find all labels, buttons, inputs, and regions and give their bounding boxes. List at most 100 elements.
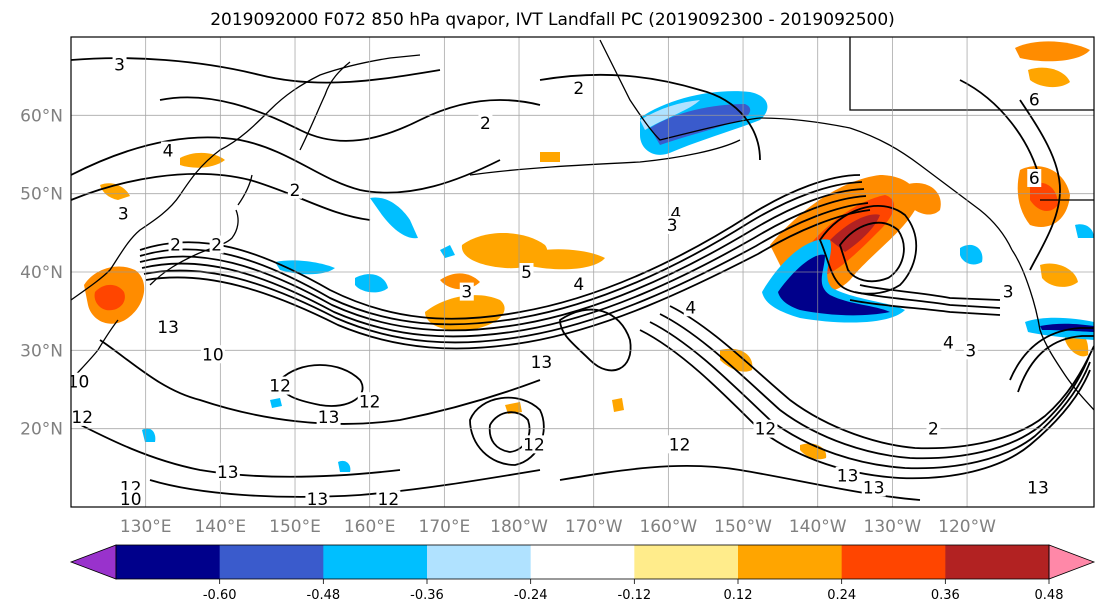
contour-label-bg-24 xyxy=(316,407,341,426)
contour-label-bg-3 xyxy=(116,204,131,223)
lon-tick-label-9: 140°W xyxy=(789,517,847,537)
contour-label-32: 12 xyxy=(523,435,545,455)
colorbar-swatch-5 xyxy=(530,545,635,579)
contour-label-35: 13 xyxy=(863,478,885,498)
contour-label-5: 2 xyxy=(211,236,222,256)
colorbar-tick-label-8: 0.48 xyxy=(1035,588,1064,601)
colorbar-swatch-4 xyxy=(427,545,532,579)
lon-tick-label-5: 180°W xyxy=(490,517,548,537)
contour-label-14: 3 xyxy=(1003,283,1014,303)
contour-label-bg-14 xyxy=(1001,282,1016,301)
contour-label-bg-10 xyxy=(571,274,586,293)
contour-label-36: 13 xyxy=(1027,478,1049,498)
colorbar-swatch-2 xyxy=(219,545,324,579)
contour-label-2: 2 xyxy=(290,181,301,201)
contour-label-bg-1 xyxy=(161,141,176,160)
contour-label-27: 13 xyxy=(307,490,329,510)
contour-label-4: 2 xyxy=(170,236,181,256)
lat-tick-label-4: 60°N xyxy=(20,106,63,126)
contour-label-bg-18 xyxy=(963,341,978,360)
gridlines xyxy=(71,37,1094,507)
colorbar-swatch-3 xyxy=(323,545,428,579)
contour-label-bg-0 xyxy=(112,55,127,74)
colorbar-tick-label-6: 0.24 xyxy=(827,588,856,601)
lon-tick-label-10: 130°W xyxy=(864,517,922,537)
contour-label-bg-20 xyxy=(156,317,181,336)
map-frame xyxy=(70,36,1095,508)
contour-label-20: 13 xyxy=(157,318,179,338)
lon-tick-label-0: 130°E xyxy=(120,517,172,537)
coastlines xyxy=(71,37,1094,411)
contour-label-bg-36 xyxy=(1025,478,1050,497)
lon-tick-label-4: 170°E xyxy=(419,517,471,537)
contour-label-bg-34 xyxy=(835,466,860,485)
contour-label-bg-22 xyxy=(268,376,293,395)
lat-tick-label-0: 20°N xyxy=(20,420,63,440)
lon-tick-label-8: 150°W xyxy=(714,517,772,537)
contour-label-9: 5 xyxy=(521,263,532,283)
contour-label-bg-31 xyxy=(667,435,692,454)
contour-label-34: 13 xyxy=(837,467,859,487)
contour-label-bg-33 xyxy=(753,419,778,438)
contour-label-bg-25 xyxy=(529,353,554,372)
contour-label-1: 4 xyxy=(163,142,174,162)
contour-label-bg-7 xyxy=(571,78,586,97)
contour-label-19: 2 xyxy=(928,420,939,440)
contour-label-bg-2 xyxy=(288,180,303,199)
contour-label-10: 4 xyxy=(573,275,584,295)
colorbar-tick-label-1: -0.48 xyxy=(307,588,341,601)
contour-label-bg-6 xyxy=(478,114,493,133)
colorbar: -0.60 -0.48 -0.36 -0.24 -0.12 0.12 0.24 0.36 0.4… xyxy=(69,544,1096,601)
contour-label-24: 13 xyxy=(318,408,340,428)
contour-label-bg-28 xyxy=(376,490,401,507)
lon-tick-label-6: 170°W xyxy=(565,517,623,537)
contour-label-bg-32 xyxy=(521,435,546,454)
contour-label-21: 10 xyxy=(202,345,224,365)
contour-label-11: 4 xyxy=(670,204,681,224)
colorbar-tick-label-2: -0.36 xyxy=(410,588,444,601)
colorbar-extend-low xyxy=(69,544,117,580)
colorbar-swatch-8 xyxy=(841,545,946,579)
colorbar-frame xyxy=(115,544,1050,580)
contour-label-3: 3 xyxy=(118,204,129,224)
contour-label-13: 4 xyxy=(685,298,696,318)
contour-label-bg-19 xyxy=(926,419,941,438)
contour-label-6: 2 xyxy=(480,114,491,134)
colorbar-tick-label-0: -0.60 xyxy=(203,588,237,601)
contour-label-bg-9 xyxy=(519,263,534,281)
colorbar-tick-label-5: 0.12 xyxy=(724,588,753,601)
contour-label-25: 13 xyxy=(531,353,553,373)
contour-label-38: 10 xyxy=(68,373,90,393)
contour-label-0: 3 xyxy=(114,55,125,75)
lon-tick-label-2: 150°E xyxy=(269,517,321,537)
colorbar-tick-label-3: -0.24 xyxy=(514,588,548,601)
contour-label-bg-15 xyxy=(1027,90,1042,109)
contour-label-bg-27 xyxy=(305,490,330,507)
contour-label-15: 6 xyxy=(1029,91,1040,111)
colorbar-tick-label-4: -0.12 xyxy=(618,588,652,601)
lon-tick-label-1: 140°E xyxy=(194,517,246,537)
contour-label-12: 3 xyxy=(667,216,678,236)
contour-label-37: 12 xyxy=(71,408,93,428)
contour-label-bg-37 xyxy=(71,407,95,426)
lon-tick-label-3: 160°E xyxy=(344,517,396,537)
contour-label-bg-21 xyxy=(200,345,225,364)
contour-label-bg-26 xyxy=(215,462,240,481)
contour-label-bg-13 xyxy=(683,298,698,317)
contour-label-bg-38 xyxy=(71,372,91,391)
contour-label-22: 12 xyxy=(269,377,291,397)
contour-label-bg-30 xyxy=(118,490,143,507)
contour-label-28: 12 xyxy=(378,490,400,510)
contour-label-18: 3 xyxy=(965,341,976,361)
contour-label-31: 12 xyxy=(669,435,691,455)
longitude-labels: 130°E 140°E 150°E 160°E 170°E 180°W 170°W 160°W… xyxy=(120,517,996,537)
lat-tick-label-3: 50°N xyxy=(20,185,63,205)
contour-label-8: 3 xyxy=(461,283,472,303)
contour-label-bg-4 xyxy=(168,235,183,254)
colorbar-swatch-9 xyxy=(945,545,1050,579)
contour-label-bg-5 xyxy=(209,235,224,254)
lat-tick-label-2: 40°N xyxy=(20,263,63,283)
colorbar-extend-high xyxy=(1048,544,1096,580)
